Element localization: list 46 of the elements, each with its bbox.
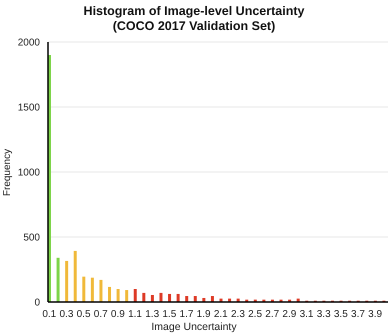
bar bbox=[185, 296, 188, 302]
x-tick-label: 1.3 bbox=[145, 309, 160, 320]
x-tick-label: 3.9 bbox=[368, 309, 383, 320]
bar bbox=[210, 296, 214, 302]
x-tick-label: 2.5 bbox=[248, 309, 262, 320]
x-tick-label: 0.1 bbox=[42, 309, 57, 320]
y-tick-label: 1500 bbox=[18, 102, 40, 114]
x-tick-label: 1.1 bbox=[128, 309, 142, 320]
bar bbox=[142, 292, 146, 302]
bar bbox=[134, 289, 137, 302]
bar bbox=[90, 278, 94, 302]
y-axis-title: Frequency bbox=[2, 148, 14, 196]
x-tick-label: 2.3 bbox=[230, 309, 246, 320]
y-tick-label: 0 bbox=[34, 298, 40, 309]
bar bbox=[194, 296, 197, 302]
bar bbox=[65, 260, 68, 302]
x-tick-label: 3.7 bbox=[351, 309, 366, 320]
x-tick-label: 2.1 bbox=[214, 309, 228, 320]
bar bbox=[74, 250, 77, 302]
x-tick-label: 0.7 bbox=[94, 309, 108, 320]
x-tick-label: 1.9 bbox=[196, 309, 212, 320]
bar bbox=[56, 258, 60, 302]
bar bbox=[82, 276, 86, 302]
bar bbox=[108, 286, 112, 302]
x-tick-label: 0.3 bbox=[59, 309, 74, 320]
bar bbox=[125, 290, 128, 302]
bar bbox=[150, 294, 154, 302]
bar bbox=[168, 294, 172, 302]
x-tick-label: 3.1 bbox=[300, 309, 314, 320]
bar bbox=[116, 289, 120, 302]
bar bbox=[159, 292, 162, 302]
x-tick-label: 1.5 bbox=[162, 309, 177, 320]
x-tick-label: 2.9 bbox=[282, 309, 297, 320]
bar bbox=[176, 294, 180, 302]
bar bbox=[99, 280, 102, 302]
x-tick-label: 0.9 bbox=[110, 309, 126, 320]
x-tick-label: 3.5 bbox=[334, 309, 348, 320]
x-tick-label: 0.5 bbox=[76, 309, 91, 320]
x-axis-title: Image Uncertainty bbox=[150, 321, 238, 333]
y-tick-label: 500 bbox=[23, 232, 40, 244]
x-tick-label: 3.3 bbox=[316, 309, 332, 320]
x-tick-label: 2.7 bbox=[265, 309, 280, 320]
y-tick-label: 1000 bbox=[18, 168, 40, 179]
x-tick-label: 1.7 bbox=[180, 309, 194, 320]
chart-title: Histogram of Image-level Uncertainty (COCO 2017 Validation Set) bbox=[82, 4, 306, 34]
y-tick-label: 2000 bbox=[18, 38, 40, 49]
